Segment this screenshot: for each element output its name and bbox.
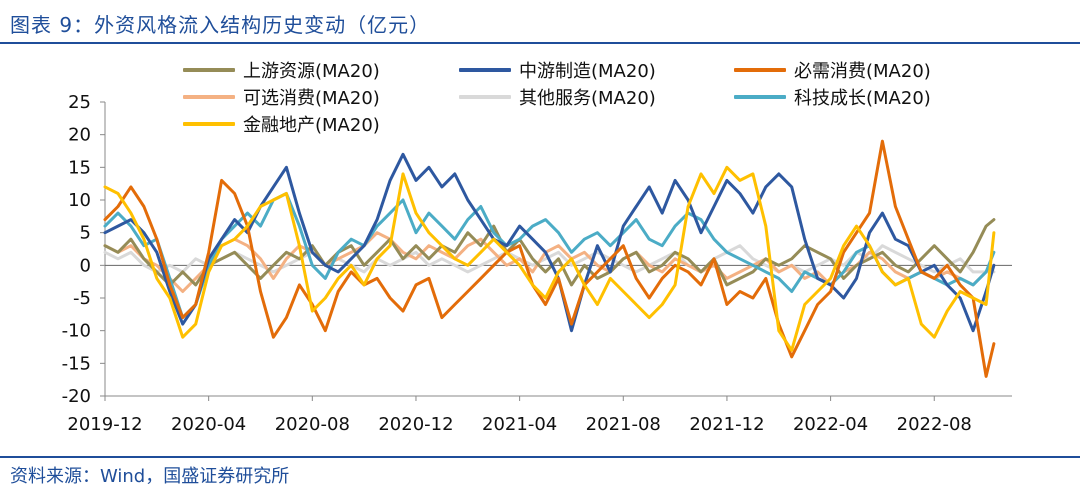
y-tick-label: 25	[68, 92, 91, 113]
legend-label: 可选消费(MA20)	[243, 88, 380, 109]
legend-swatch	[183, 122, 235, 126]
x-tick-label: 2020-12	[378, 414, 453, 435]
legend-item-2: 中游制造(MA20)	[459, 58, 656, 82]
legend-item-7: 金融地产(MA20)	[183, 112, 380, 136]
header-divider	[0, 42, 1080, 44]
source-note: 资料来源：Wind，国盛证券研究所	[10, 466, 290, 487]
y-tick-label: -15	[62, 353, 91, 374]
x-tick-label: 2020-04	[171, 414, 246, 435]
chart-title: 图表 9：外资风格流入结构历史变动（亿元）	[10, 13, 431, 37]
legend-swatch	[459, 95, 511, 99]
legend-swatch	[734, 68, 786, 72]
x-tick-label: 2022-04	[793, 414, 868, 435]
y-tick-label: -5	[73, 288, 91, 309]
series-line-1	[103, 218, 996, 287]
legend-swatch	[459, 68, 511, 72]
x-tick-label: 2021-04	[482, 414, 557, 435]
legend-label: 科技成长(MA20)	[794, 88, 931, 109]
y-tick-label: 15	[68, 157, 91, 178]
legend-label: 中游制造(MA20)	[519, 61, 656, 82]
x-tick-label: 2020-08	[275, 414, 350, 435]
x-tick-label: 2022-08	[897, 414, 972, 435]
legend-item-5: 其他服务(MA20)	[459, 85, 656, 109]
chart-header: 图表 9：外资风格流入结构历史变动（亿元）	[0, 0, 1080, 44]
y-tick-label: 20	[68, 125, 91, 146]
series-line-7	[103, 165, 996, 352]
legend-swatch	[183, 95, 235, 99]
legend-label: 金融地产(MA20)	[243, 115, 380, 136]
x-tick-label: 2019-12	[67, 414, 142, 435]
y-tick-label: 10	[68, 190, 91, 211]
legend-item-4: 可选消费(MA20)	[183, 85, 380, 109]
series-line-3	[103, 139, 996, 378]
legend-item-1: 上游资源(MA20)	[183, 58, 380, 82]
legend-item-3: 必需消费(MA20)	[734, 58, 931, 82]
footer-divider	[0, 456, 1080, 458]
x-tick-label: 2021-08	[586, 414, 661, 435]
x-tick-label: 2021-12	[689, 414, 764, 435]
y-tick-label: 0	[80, 255, 91, 276]
legend-label: 上游资源(MA20)	[243, 61, 380, 82]
y-tick-label: -20	[62, 386, 91, 407]
y-tick-label: 5	[80, 223, 91, 244]
y-tick-label: -10	[62, 321, 91, 342]
legend-label: 其他服务(MA20)	[519, 88, 656, 109]
legend-label: 必需消费(MA20)	[794, 61, 931, 82]
legend-item-6: 科技成长(MA20)	[734, 85, 931, 109]
legend-swatch	[734, 95, 786, 99]
series-line-2	[103, 152, 996, 333]
legend-swatch	[183, 68, 235, 72]
